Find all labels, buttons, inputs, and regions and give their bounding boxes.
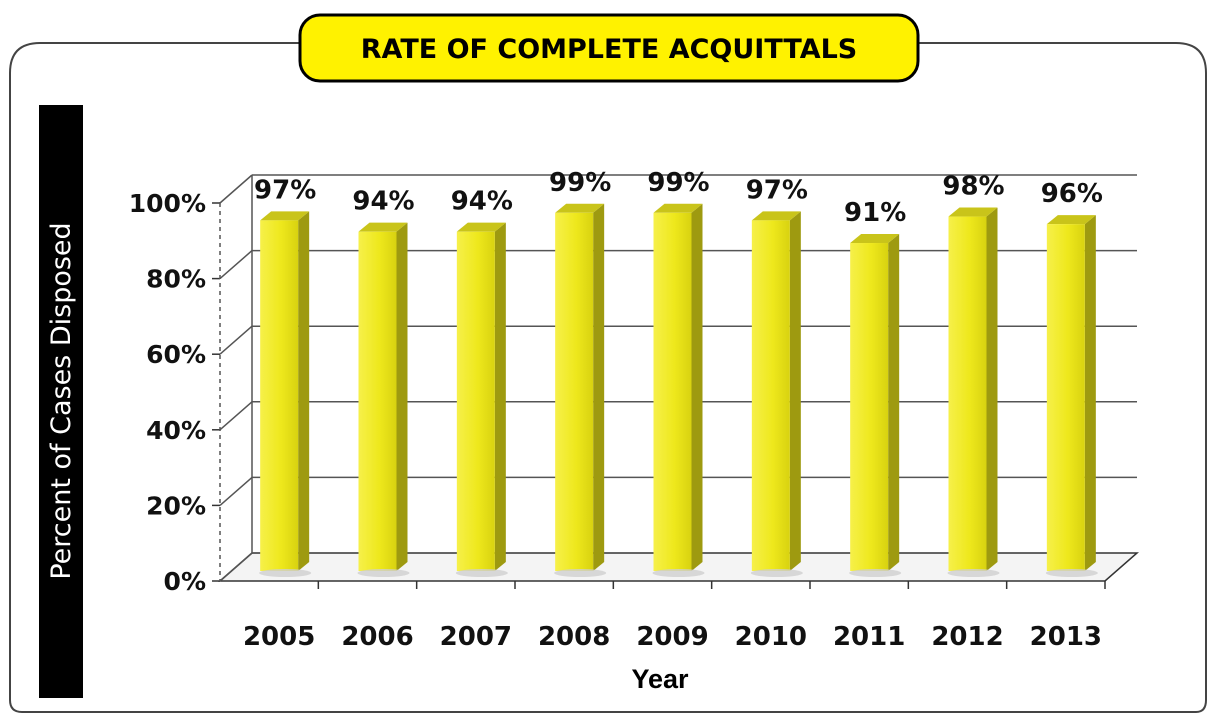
y-tick-label: 100% bbox=[129, 189, 206, 218]
y-tick-label: 20% bbox=[146, 491, 206, 520]
x-tick-labels: 2005 2006 2007 2008 2009 2010 2011 2012 2013 bbox=[243, 581, 1106, 652]
bar-side bbox=[298, 211, 310, 571]
ylabel-band bbox=[39, 105, 83, 698]
bar bbox=[947, 207, 1000, 577]
x-axis-title: Year bbox=[631, 664, 689, 694]
x-tick-label: 2010 bbox=[735, 622, 807, 652]
data-labels: 97% 94% 94% 99% 99% 97% 91% 98% 96% bbox=[254, 168, 1103, 228]
gridline-side bbox=[219, 325, 253, 355]
bar-side bbox=[789, 211, 801, 571]
bar-top bbox=[456, 222, 506, 232]
bar-front bbox=[751, 220, 790, 571]
bar-shadow bbox=[357, 569, 410, 577]
bar-front bbox=[456, 231, 495, 571]
bar-shadow bbox=[455, 569, 508, 577]
x-tick-label: 2013 bbox=[1030, 622, 1102, 652]
data-label: 97% bbox=[254, 175, 316, 205]
bar bbox=[652, 203, 705, 577]
x-tick-label: 2012 bbox=[931, 622, 1003, 652]
bar-top bbox=[751, 211, 801, 221]
x-tick-label: 2011 bbox=[833, 622, 905, 652]
bar-side bbox=[986, 207, 998, 571]
y-axis-title: Percent of Cases Disposed bbox=[46, 222, 77, 579]
x-tick-label: 2008 bbox=[538, 622, 610, 652]
bar-shadow bbox=[849, 569, 902, 577]
gridline-side bbox=[219, 250, 253, 280]
bar bbox=[259, 211, 312, 577]
bar-front bbox=[358, 231, 397, 571]
bar-front bbox=[653, 212, 692, 571]
y-tick-label: 0% bbox=[164, 567, 206, 596]
bar-front bbox=[948, 216, 987, 571]
bar bbox=[849, 234, 902, 577]
gridline-side bbox=[219, 401, 253, 431]
x-tick-label: 2005 bbox=[243, 622, 315, 652]
bar bbox=[357, 222, 410, 577]
bar-shadow bbox=[947, 569, 1000, 577]
data-label: 98% bbox=[942, 172, 1004, 202]
bar-side bbox=[593, 203, 605, 571]
data-label: 97% bbox=[746, 175, 808, 205]
data-label: 99% bbox=[647, 168, 709, 198]
title-badge bbox=[298, 13, 920, 83]
bar-front bbox=[260, 220, 299, 571]
bar-shadow bbox=[554, 569, 607, 577]
chart-title: RATE OF COMPLETE ACQUITTALS bbox=[361, 34, 858, 65]
bar-front bbox=[1046, 224, 1085, 571]
bar bbox=[554, 203, 607, 577]
data-label: 94% bbox=[352, 187, 414, 217]
bar-shadow bbox=[259, 569, 312, 577]
x-tick-label: 2007 bbox=[440, 622, 512, 652]
bar bbox=[750, 211, 803, 577]
bar-shadow bbox=[1045, 569, 1098, 577]
bar-top bbox=[555, 203, 605, 213]
chart-frame bbox=[9, 42, 1207, 713]
bar-top bbox=[1046, 215, 1096, 225]
bar-top bbox=[260, 211, 310, 221]
bar-shadow bbox=[652, 569, 705, 577]
bar-top bbox=[653, 203, 703, 213]
bar-top bbox=[948, 207, 998, 217]
y-tick-labels: 0% 20% 40% 60% 80% 100% bbox=[129, 189, 206, 596]
y-tick-label: 80% bbox=[146, 265, 206, 294]
bar-shadow bbox=[750, 569, 803, 577]
data-label: 96% bbox=[1041, 179, 1103, 209]
y-tick-label: 40% bbox=[146, 416, 206, 445]
bar-front bbox=[555, 212, 594, 571]
bar bbox=[455, 222, 508, 577]
bar-side bbox=[691, 203, 703, 571]
bar-side bbox=[888, 234, 900, 571]
data-label: 91% bbox=[844, 198, 906, 228]
bar-top bbox=[358, 222, 408, 232]
bar-side bbox=[1084, 215, 1096, 571]
bar-front bbox=[850, 243, 889, 571]
data-label: 94% bbox=[451, 187, 513, 217]
y-tick-label: 60% bbox=[146, 340, 206, 369]
x-tick-label: 2006 bbox=[341, 622, 413, 652]
gridline-side bbox=[219, 552, 253, 582]
x-tick-label: 2009 bbox=[636, 622, 708, 652]
gridline-side bbox=[219, 476, 253, 506]
gridline-side bbox=[219, 174, 253, 204]
bar-side bbox=[396, 222, 408, 571]
bar-top bbox=[850, 234, 900, 244]
data-label: 99% bbox=[549, 168, 611, 198]
bar bbox=[1045, 215, 1098, 577]
bars bbox=[259, 203, 1098, 577]
bar-side bbox=[494, 222, 506, 571]
